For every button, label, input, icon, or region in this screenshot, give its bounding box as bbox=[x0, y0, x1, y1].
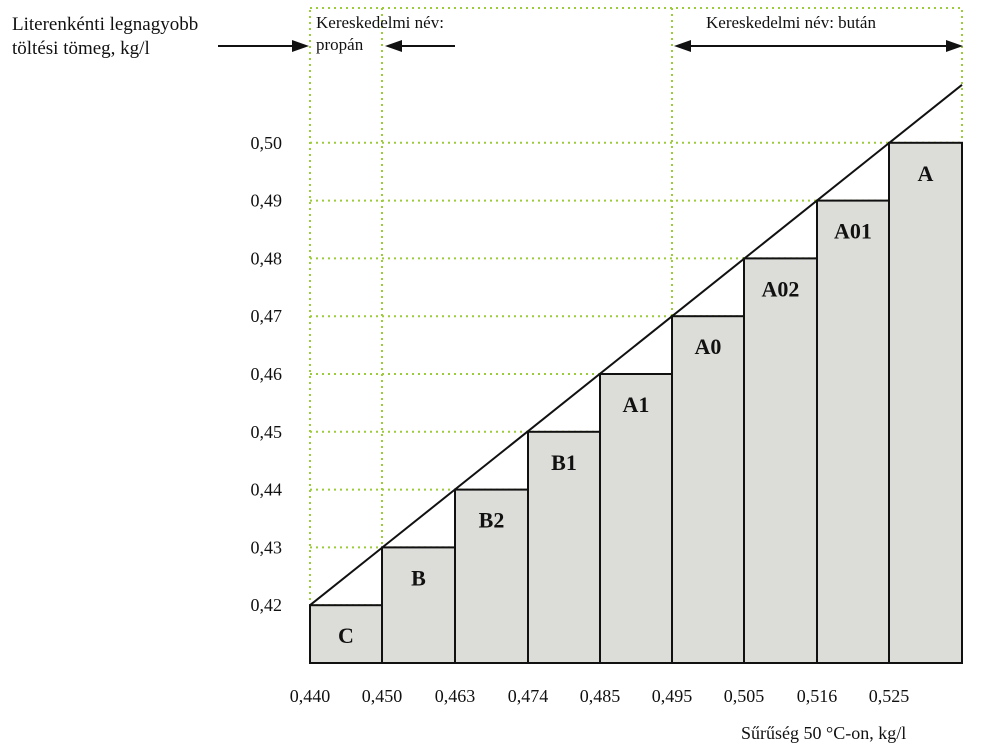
arrows bbox=[218, 40, 963, 52]
x-axis-title: Sűrűség 50 °C-on, kg/l bbox=[741, 723, 906, 743]
tick-labels: 0,42 0,43 0,44 0,45 0,46 0,47 0,48 0,49 0,50 0,44… bbox=[251, 133, 910, 706]
butane-region-label: Kereskedelmi név: bután bbox=[706, 13, 876, 32]
bar-a02 bbox=[743, 257, 818, 664]
bar-label: A bbox=[918, 161, 934, 186]
bar-label: C bbox=[338, 623, 354, 648]
propane-arrow-head bbox=[385, 40, 402, 52]
x-tick-label: 0,440 bbox=[290, 686, 331, 706]
bar-label: B bbox=[411, 565, 426, 590]
limit-diagonal bbox=[309, 84, 963, 606]
bar-a0 bbox=[671, 315, 745, 664]
y-tick-label: 0,44 bbox=[251, 480, 283, 500]
y-title-arrow-head bbox=[292, 40, 309, 52]
x-tick-label: 0,474 bbox=[508, 686, 549, 706]
x-tick-label: 0,450 bbox=[362, 686, 403, 706]
x-tick-label: 0,463 bbox=[435, 686, 476, 706]
bar-label: A1 bbox=[623, 392, 650, 417]
bar-c bbox=[309, 604, 383, 665]
bars: C B B2 B1 A1 A0 A02 A01 A bbox=[309, 141, 963, 665]
y-tick-label: 0,43 bbox=[251, 537, 283, 557]
x-tick-label: 0,525 bbox=[869, 686, 910, 706]
y-tick-label: 0,47 bbox=[251, 306, 283, 326]
bar-b bbox=[381, 546, 456, 665]
bar-label: A02 bbox=[762, 276, 800, 301]
y-tick-label: 0,50 bbox=[251, 133, 283, 153]
x-tick-label: 0,505 bbox=[724, 686, 765, 706]
y-axis-title-line-1: Literenkénti legnagyobb bbox=[12, 14, 198, 35]
bar-label: A0 bbox=[695, 334, 722, 359]
propane-region-label-line-1: Kereskedelmi név: bbox=[316, 13, 444, 32]
limit-line bbox=[309, 84, 963, 606]
x-tick-label: 0,485 bbox=[580, 686, 621, 706]
y-tick-label: 0,48 bbox=[251, 248, 283, 268]
butane-arrow-head-left bbox=[674, 40, 691, 52]
bar-label: B1 bbox=[551, 450, 577, 475]
y-tick-label: 0,49 bbox=[251, 191, 283, 211]
propane-region-label-line-2: propán bbox=[316, 35, 364, 54]
y-tick-label: 0,45 bbox=[251, 422, 283, 442]
butane-arrow-head-right bbox=[946, 40, 963, 52]
x-tick-label: 0,516 bbox=[797, 686, 838, 706]
bar-a01 bbox=[816, 199, 890, 664]
x-tick-label: 0,495 bbox=[652, 686, 693, 706]
y-axis-title-line-2: töltési tömeg, kg/l bbox=[12, 38, 150, 59]
bar-label: B2 bbox=[479, 508, 505, 533]
y-tick-label: 0,46 bbox=[251, 364, 283, 384]
y-tick-label: 0,42 bbox=[251, 595, 283, 615]
bar-a1 bbox=[599, 373, 673, 664]
bar-label: A01 bbox=[834, 219, 872, 244]
bar-a bbox=[888, 141, 963, 665]
